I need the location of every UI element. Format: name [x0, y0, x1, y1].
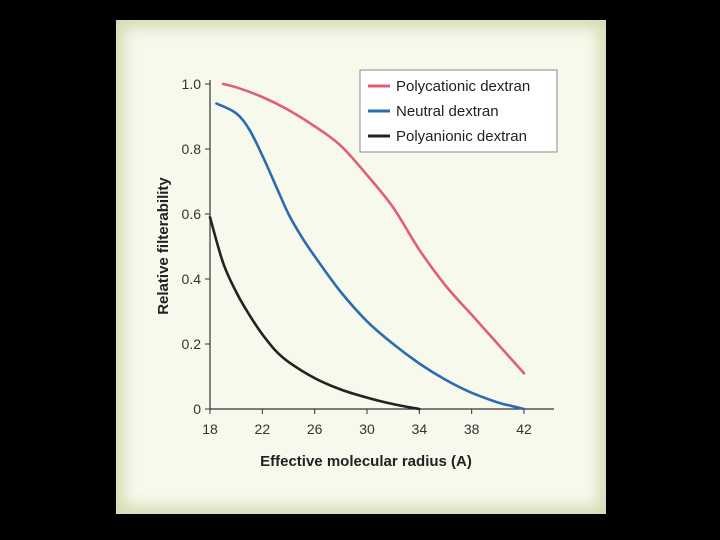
- x-tick-label: 18: [202, 421, 218, 437]
- y-tick-label: 0.2: [182, 336, 202, 352]
- series-line-polyanionic-dextran: [208, 216, 421, 411]
- filterability-chart: 0 0.2 0.4 0.6 0.8 1.0 18 22 26 30 34 38 42 Effectiv…: [155, 69, 558, 470]
- y-tick-label: 0.6: [182, 206, 202, 222]
- x-tick-label: 34: [412, 421, 428, 437]
- legend-box: [359, 69, 558, 153]
- x-tick-label: 30: [359, 421, 375, 437]
- y-tick-label: 0.4: [182, 271, 202, 287]
- series-line-neutral-dextran: [215, 102, 526, 411]
- legend-label-neutral-dextran: Neutral dextran: [396, 103, 499, 120]
- x-axis: 18 22 26 30 34 38 42: [202, 408, 554, 437]
- plot-lines: [208, 82, 526, 411]
- figure-frame: 0 0.2 0.4 0.6 0.8 1.0 18 22 26 30 34 38 42 Effectiv…: [116, 20, 606, 514]
- y-tick-label: 0: [193, 401, 201, 417]
- x-axis-title: Effective molecular radius (A): [260, 453, 472, 470]
- y-tick-label: 1.0: [182, 76, 202, 92]
- x-tick-label: 22: [255, 421, 271, 437]
- legend-label-polycationic-dextran: Polycationic dextran: [396, 78, 530, 95]
- x-tick-label: 26: [307, 421, 323, 437]
- series-line-polycationic-dextran: [221, 82, 526, 375]
- y-axis: 0 0.2 0.4 0.6 0.8 1.0: [182, 76, 211, 417]
- legend-label-polyanionic-dextran: Polyanionic dextran: [396, 128, 527, 145]
- y-axis-title: Relative filterability: [155, 177, 172, 315]
- y-tick-label: 0.8: [182, 141, 202, 157]
- x-tick-label: 38: [464, 421, 480, 437]
- legend: Polycationic dextran Neutral dextran Polya…: [359, 69, 558, 153]
- x-tick-label: 42: [516, 421, 532, 437]
